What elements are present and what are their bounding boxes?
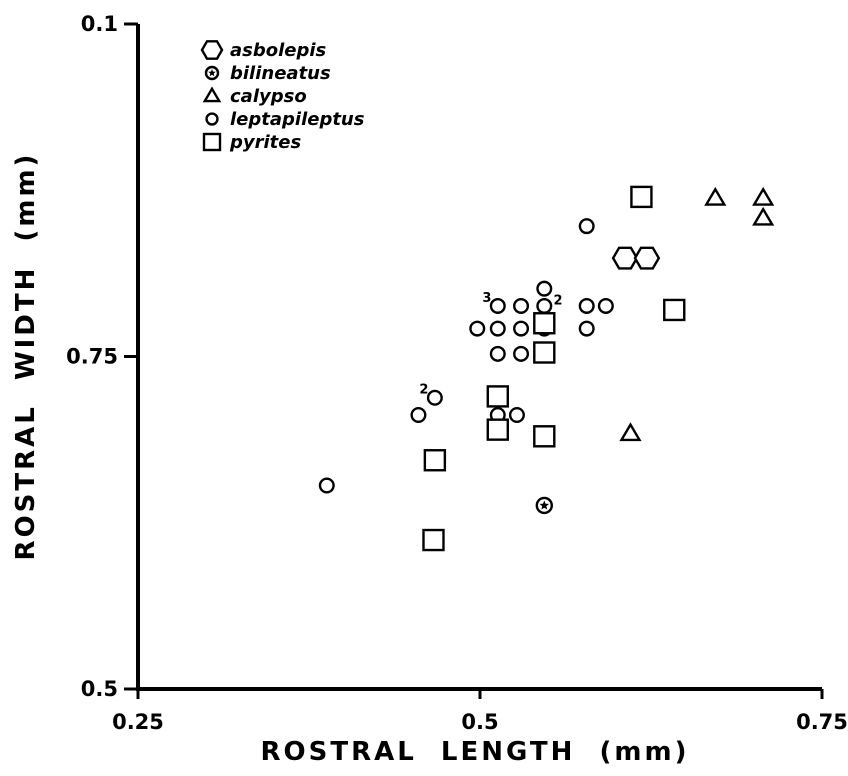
point-leptapileptus-5: [489, 345, 506, 362]
point-calypso-2: [752, 206, 775, 226]
point-leptapileptus-18: [578, 218, 595, 235]
legend-marker-circle-star-icon-star: [208, 69, 216, 77]
point-pyrites-5: [486, 418, 509, 441]
y-tick-label: 0.75: [66, 345, 118, 369]
point-leptapileptus-7: [469, 320, 486, 337]
point-leptapileptus-0: [318, 477, 335, 494]
point-pyrites-2: [533, 312, 556, 335]
point-leptapileptus-17: [578, 320, 595, 337]
point-pyrites-4: [486, 385, 509, 408]
data-marks: [318, 185, 775, 552]
legend-marker-circle-star-icon: [204, 65, 220, 81]
point-leptapileptus-11: [489, 297, 506, 314]
point-bilineatus-0-star: [539, 500, 550, 510]
x-tick-label: 0.25: [112, 710, 164, 734]
point-leptapileptus-15: [578, 297, 595, 314]
point-pyrites-8: [422, 528, 445, 552]
point-leptapileptus-14: [536, 280, 553, 297]
annotation-2: 2: [419, 383, 428, 398]
annotation-0: 3: [482, 291, 491, 306]
point-leptapileptus-2: [426, 389, 443, 406]
legend-label-pyrites: pyrites: [229, 132, 301, 153]
point-calypso-3: [619, 422, 642, 442]
x-tick-label: 0.5: [461, 710, 498, 734]
y-axis-title: ROSTRAL WIDTH (mm): [11, 152, 41, 561]
legend-label-asbolepis: asbolepis: [230, 40, 327, 61]
legend-label-calypso: calypso: [230, 86, 307, 107]
point-asbolepis-0: [611, 246, 639, 270]
point-pyrites-6: [533, 425, 556, 448]
y-tick-label: 0.1: [81, 12, 118, 36]
x-axis-title: ROSTRAL LENGTH (mm): [261, 737, 690, 767]
point-asbolepis-1: [633, 246, 661, 270]
point-leptapileptus-13: [536, 297, 553, 314]
point-pyrites-0: [630, 185, 653, 209]
legend-marker-circle-icon: [205, 112, 219, 126]
point-leptapileptus-12: [513, 297, 530, 314]
y-tick-label: 0.5: [81, 677, 118, 701]
legend: asbolepisbilineatuscalypsoleptapileptusp…: [200, 40, 365, 153]
point-pyrites-7: [423, 449, 447, 472]
legend-label-bilineatus: bilineatus: [230, 63, 331, 84]
point-pyrites-3: [533, 341, 556, 364]
annotation-1: 2: [553, 294, 562, 309]
point-leptapileptus-6: [513, 345, 530, 362]
point-calypso-1: [752, 186, 775, 206]
legend-marker-triangle-icon: [202, 86, 222, 103]
legend-marker-hexagon-icon: [200, 40, 224, 60]
point-leptapileptus-4: [508, 407, 525, 424]
point-leptapileptus-1: [410, 407, 427, 424]
ticks: 0.25 0.5 0.75 0.5 0.75 0.1: [66, 12, 848, 734]
legend-label-leptapileptus: leptapileptus: [230, 109, 365, 130]
point-leptapileptus-9: [513, 320, 530, 337]
x-tick-label: 0.75: [796, 710, 848, 734]
point-annotations: 3 2 2: [419, 291, 562, 398]
point-calypso-0: [704, 186, 727, 206]
point-leptapileptus-16: [597, 297, 614, 314]
legend-marker-square-icon: [202, 132, 222, 152]
point-leptapileptus-8: [489, 320, 506, 337]
point-bilineatus-0: [535, 496, 553, 515]
point-pyrites-1: [663, 298, 686, 322]
